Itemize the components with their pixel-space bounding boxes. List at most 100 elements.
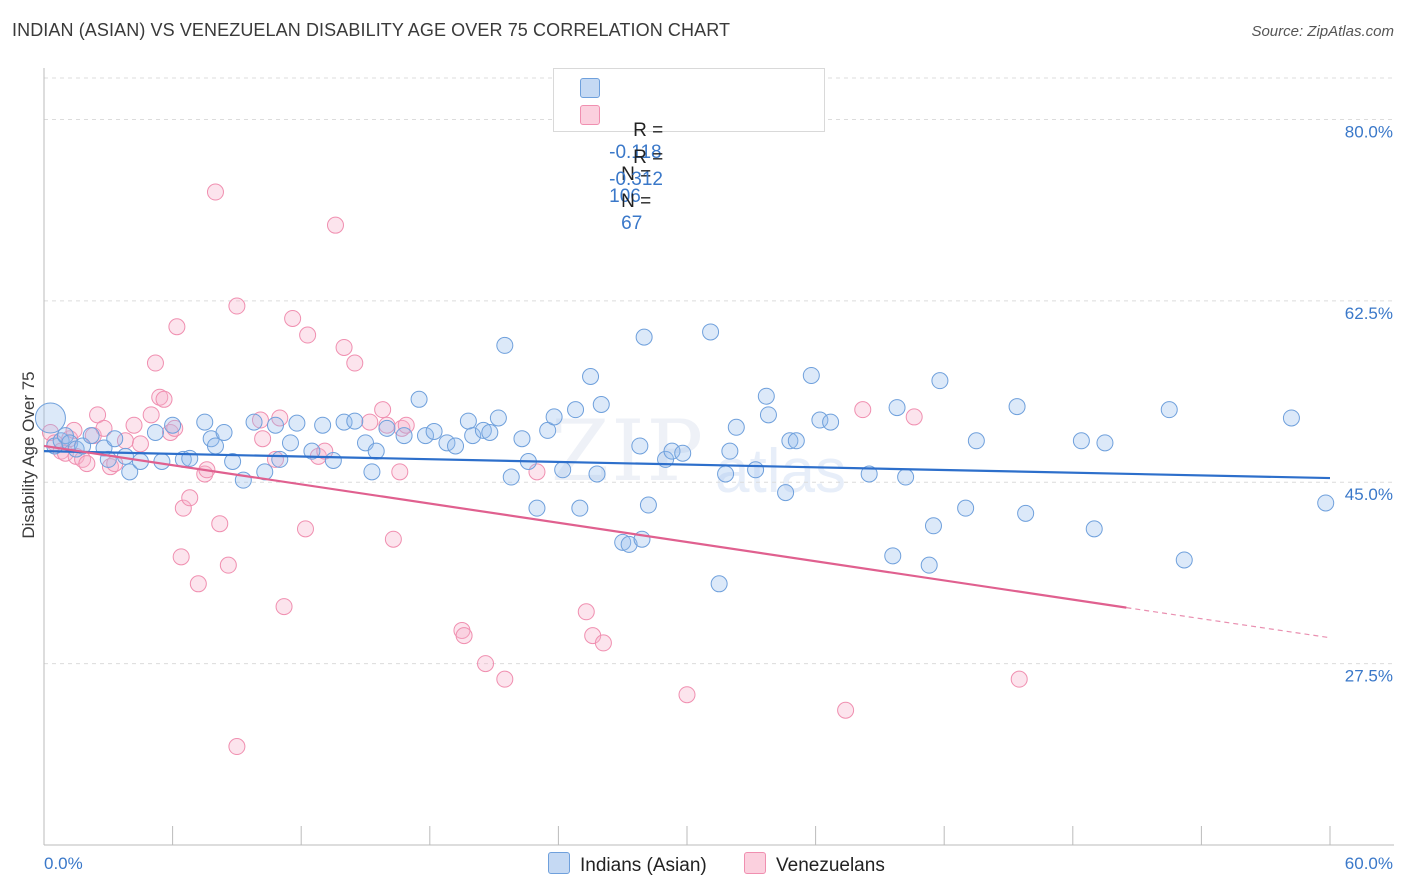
indians-point: [266, 416, 284, 434]
indians-point: [1175, 551, 1193, 569]
venezuelans-point: [326, 216, 344, 234]
bottom-legend-indians: Indians (Asian): [548, 852, 707, 877]
venezuelans-point: [211, 515, 229, 533]
indians-point: [1282, 409, 1300, 427]
indians-point: [271, 450, 289, 468]
x-tick-label: 0.0%: [44, 854, 83, 873]
indians-point: [164, 416, 182, 434]
venezuelans-point: [168, 318, 186, 336]
indians-point: [1160, 401, 1178, 419]
indians-point: [303, 442, 321, 460]
indians-legend-icon: [548, 852, 570, 874]
indians-point: [747, 461, 765, 479]
indians-point: [702, 323, 720, 341]
indians-point: [777, 484, 795, 502]
indians-point: [588, 465, 606, 483]
indians-trend-line: [43, 450, 1331, 480]
indians-point: [721, 442, 739, 460]
venezuelans-point: [78, 455, 96, 473]
indians-point: [967, 432, 985, 450]
indians-point: [215, 423, 233, 441]
indians-point: [811, 411, 829, 429]
venezuelans-point: [151, 388, 169, 406]
indians-point: [897, 468, 915, 486]
indians-point: [822, 413, 840, 431]
legend-r-label: R =: [633, 147, 664, 168]
indians-point: [489, 409, 507, 427]
chart-title: INDIAN (ASIAN) VS VENEZUELAN DISABILITY …: [12, 20, 731, 40]
indians-point: [1017, 504, 1035, 522]
indians-point: [920, 556, 938, 574]
venezuelans-point: [251, 411, 269, 429]
axes: [43, 68, 1394, 846]
indians-point: [121, 463, 139, 481]
indians-point: [639, 496, 657, 514]
indians-point: [1317, 494, 1335, 512]
venezuelans-point: [275, 598, 293, 616]
venezuelans-point: [678, 686, 696, 704]
indians-point: [245, 413, 263, 431]
indians-point: [196, 413, 214, 431]
indians-point: [787, 432, 805, 450]
indians-point: [663, 442, 681, 460]
indians-point: [281, 434, 299, 452]
indians-point: [717, 465, 735, 483]
legend-n-value: 67: [621, 213, 643, 234]
indians-point: [410, 390, 428, 408]
indians-point: [367, 442, 385, 460]
indians-point: [674, 444, 692, 462]
indians-point: [146, 423, 164, 441]
indians-point: [181, 449, 199, 467]
source-label: Source: ZipAtlas.com: [1251, 23, 1394, 40]
venezuelans-point: [374, 401, 392, 419]
indians-point: [727, 418, 745, 436]
legend: R = -0.118 N = 106 R = -0.312 N = 67: [553, 68, 825, 234]
venezuelans-point: [296, 520, 314, 538]
venezuelans-point: [496, 670, 514, 688]
venezuelans-point: [228, 297, 246, 315]
y-tick-label: 27.5%: [1345, 667, 1393, 686]
venezuelans-point: [577, 603, 595, 621]
indians-points: [34, 323, 1335, 593]
y-tick-label: 80.0%: [1345, 122, 1393, 141]
legend-r-value: -0.118: [609, 142, 662, 163]
venezuelans-point: [181, 489, 199, 507]
indians-point: [582, 368, 600, 386]
bottom-legend-venezuelans: Venezuelans: [744, 852, 885, 877]
indians-point: [395, 427, 413, 445]
tick-labels: 27.5% 45.0% 62.5% 80.0% 0.0% 60.0%: [44, 122, 1393, 873]
y-axis-label: Disability Age Over 75: [19, 371, 38, 538]
indians-point: [363, 463, 381, 481]
venezuelans-swatch-icon: [580, 105, 600, 125]
venezuelans-point: [1010, 670, 1028, 688]
venezuelans-legend-icon: [744, 852, 766, 874]
indians-point: [888, 399, 906, 417]
indians-point: [324, 451, 342, 469]
indians-point: [34, 402, 66, 434]
indians-point: [884, 547, 902, 565]
indians-point: [82, 427, 100, 445]
indians-point: [781, 432, 799, 450]
indians-point: [447, 437, 465, 455]
venezuelans-point: [594, 634, 612, 652]
venezuelans-point: [284, 309, 302, 327]
legend-n-label: N =: [621, 191, 652, 212]
indians-point: [567, 401, 585, 419]
indians-point: [1085, 520, 1103, 538]
watermark-zip: ZIP: [551, 402, 706, 500]
venezuelans-point: [155, 390, 173, 408]
venezuelans-point: [361, 413, 379, 431]
venezuelans-point: [391, 463, 409, 481]
indians-point: [545, 408, 563, 426]
legend-r-value: -0.312: [609, 169, 663, 190]
trend-lines: [43, 444, 1331, 639]
indians-point: [513, 430, 531, 448]
venezuelans-points: [41, 183, 1028, 756]
indians-point: [592, 395, 610, 413]
venezuelans-point: [206, 183, 224, 201]
indians-point: [759, 406, 777, 424]
venezuelans-point: [477, 655, 495, 673]
indians-point: [496, 336, 514, 354]
indians-point: [757, 387, 775, 405]
indians-point: [425, 422, 443, 440]
